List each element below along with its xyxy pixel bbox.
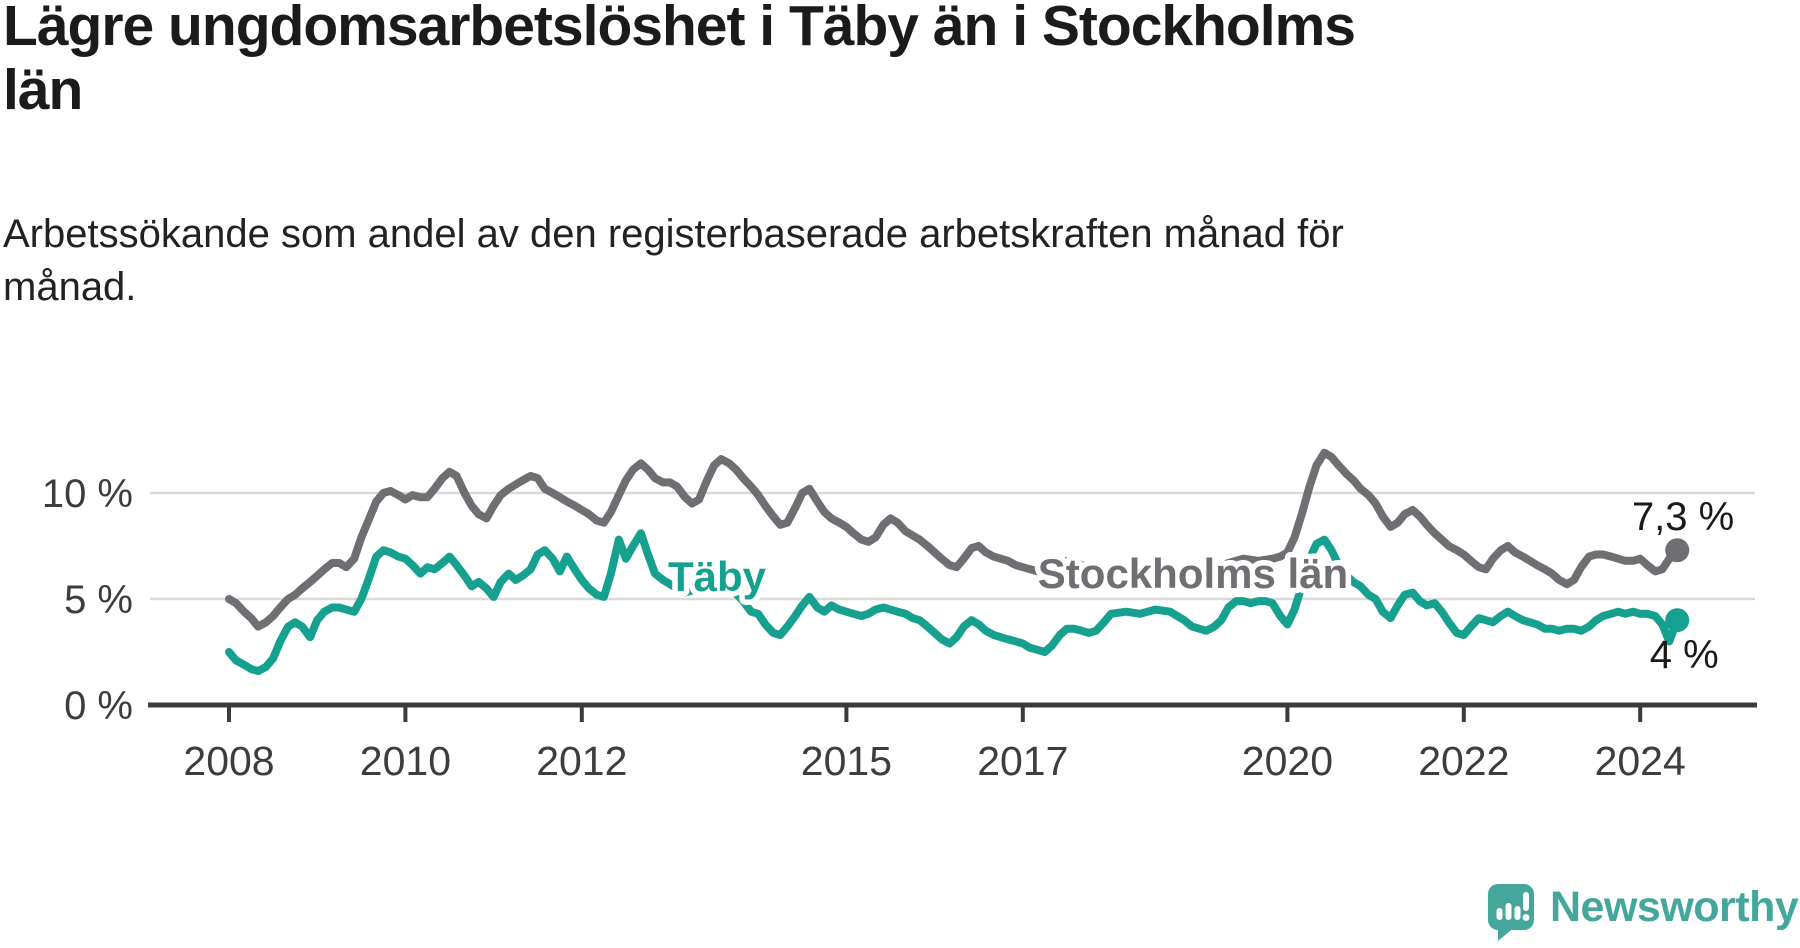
series-label-stockholms-l-n: Stockholms län [1038, 550, 1348, 597]
x-axis-label: 2022 [1418, 738, 1509, 784]
x-axis-label: 2017 [977, 738, 1068, 784]
x-axis-label: 2015 [801, 738, 892, 784]
x-axis-label: 2012 [536, 738, 627, 784]
newsworthy-brand-text: Newsworthy [1550, 883, 1799, 931]
x-axis-label: 2020 [1242, 738, 1333, 784]
x-axis-label: 2024 [1595, 738, 1686, 784]
y-axis-label: 0 % [64, 684, 133, 728]
series-end-dot [1665, 608, 1690, 633]
series-end-dot [1665, 538, 1690, 563]
series-label-t-by: Täby [668, 553, 767, 600]
series-end-value-label: 7,3 % [1632, 495, 1734, 539]
page-title: Lägre ungdomsarbetslöshet i Täby än i St… [3, 0, 1356, 123]
series-end-value-label: 4 % [1650, 633, 1719, 677]
series-line-stockholms-l-n [225, 448, 1682, 631]
y-axis-label: 5 % [64, 578, 133, 622]
x-axis-label: 2010 [360, 738, 451, 784]
y-axis-label: 10 % [42, 472, 133, 516]
newsworthy-logo: Newsworthy [1486, 882, 1799, 942]
series-line-t-by [225, 529, 1682, 676]
bar-chart-exclamation-speech-bubble-icon [1488, 884, 1534, 941]
x-axis-label: 2008 [183, 738, 274, 784]
page-subtitle: Arbetssökande som andel av den registerb… [3, 212, 1344, 309]
